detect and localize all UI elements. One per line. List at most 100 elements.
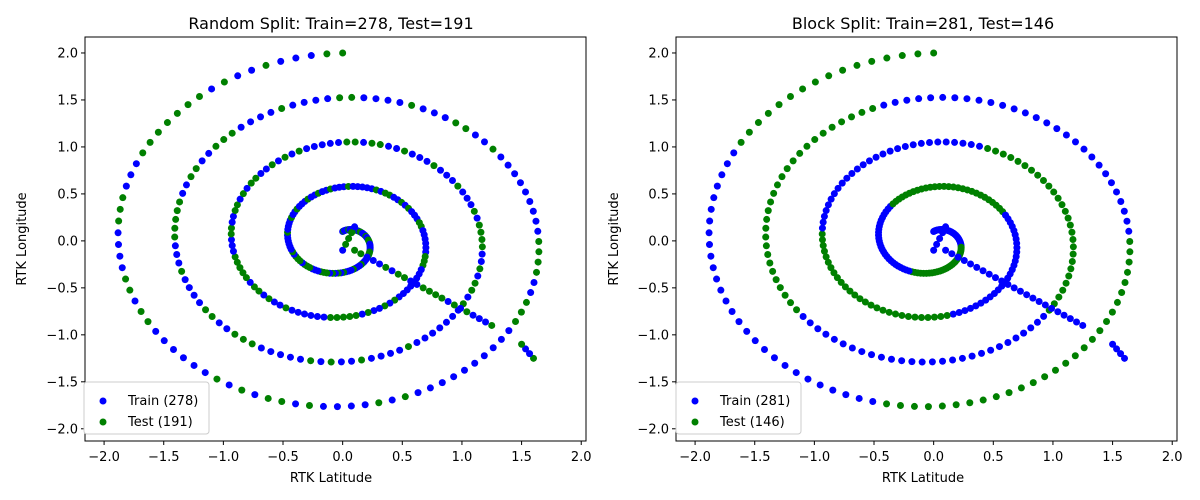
train-point xyxy=(467,201,475,209)
x-tick-label: −1.5 xyxy=(739,450,771,465)
test-point xyxy=(116,205,124,213)
y-tick-label: −0.5 xyxy=(46,281,78,296)
train-point xyxy=(444,298,452,306)
test-point xyxy=(462,125,470,133)
train-point xyxy=(1117,350,1125,358)
train-point xyxy=(116,252,124,260)
train-point xyxy=(735,318,743,326)
train-point xyxy=(530,278,538,286)
train-point xyxy=(114,229,122,237)
train-point xyxy=(888,355,895,363)
train-point xyxy=(1060,311,1068,319)
train-point xyxy=(710,194,718,202)
train-point xyxy=(351,223,359,231)
scatter-points xyxy=(114,49,543,411)
test-point xyxy=(754,119,762,127)
test-point xyxy=(867,301,875,309)
train-point xyxy=(317,358,325,366)
test-point xyxy=(762,224,770,232)
test-point xyxy=(345,235,353,243)
train-point xyxy=(818,224,826,232)
train-point xyxy=(933,240,941,248)
test-point xyxy=(339,313,347,321)
train-point xyxy=(443,171,451,179)
train-point xyxy=(185,284,193,292)
train-point xyxy=(880,101,888,109)
train-point xyxy=(901,142,909,150)
train-point xyxy=(122,182,130,190)
test-point xyxy=(1068,228,1076,236)
test-point xyxy=(853,61,861,69)
train-point xyxy=(879,150,887,158)
test-point xyxy=(381,302,389,310)
train-point xyxy=(267,348,275,356)
y-tick-label: −0.5 xyxy=(637,281,669,296)
test-point xyxy=(799,85,807,93)
train-point xyxy=(975,96,983,104)
train-point xyxy=(942,223,950,231)
train-point xyxy=(529,207,537,215)
train-point xyxy=(396,99,404,107)
test-point xyxy=(348,229,356,237)
test-point xyxy=(1118,289,1126,297)
test-point xyxy=(348,93,356,101)
legend-box xyxy=(675,381,802,435)
test-point xyxy=(775,101,783,109)
train-point xyxy=(324,95,332,103)
train-point xyxy=(869,398,877,406)
test-point xyxy=(342,240,350,248)
train-point xyxy=(505,327,513,335)
train-point xyxy=(292,400,300,408)
test-point xyxy=(1021,162,1029,170)
test-point xyxy=(885,308,893,316)
test-point xyxy=(803,142,811,150)
train-point xyxy=(949,356,957,364)
train-point xyxy=(1012,334,1020,342)
x-tick-label: 0.5 xyxy=(983,450,1004,465)
test-point xyxy=(811,78,819,86)
test-point xyxy=(841,283,849,291)
train-point xyxy=(717,286,725,294)
train-point xyxy=(915,95,923,103)
y-tick-label: 1.0 xyxy=(57,140,78,155)
test-point xyxy=(764,207,772,215)
train-point xyxy=(363,253,371,261)
plot-frame xyxy=(675,36,1178,442)
test-point xyxy=(252,174,260,182)
test-point xyxy=(351,138,359,146)
train-point xyxy=(951,138,959,146)
test-point xyxy=(343,138,351,146)
test-point xyxy=(930,313,938,321)
test-point xyxy=(262,61,270,69)
train-point xyxy=(968,352,976,360)
test-point xyxy=(475,221,483,229)
test-point xyxy=(824,258,832,266)
train-point xyxy=(300,98,308,106)
train-point xyxy=(318,141,326,149)
train-point xyxy=(948,250,956,258)
train-point xyxy=(855,394,863,402)
train-point xyxy=(838,179,846,187)
train-point xyxy=(958,354,966,362)
test-point xyxy=(1069,250,1077,258)
train-point xyxy=(335,139,343,147)
legend: Train (278) Test (191) xyxy=(83,381,210,435)
y-tick-label: 1.5 xyxy=(648,93,669,108)
test-point xyxy=(192,165,200,173)
test-point xyxy=(517,308,525,316)
train-point xyxy=(270,298,278,306)
test-point xyxy=(173,109,181,117)
test-point xyxy=(432,291,440,299)
train-point xyxy=(903,96,911,104)
y-axis-label: RTK Longitude xyxy=(607,192,622,285)
train-point xyxy=(1010,105,1018,113)
test-point xyxy=(305,402,313,410)
train-point xyxy=(223,325,231,333)
chart-title: Block Split: Train=281, Test=146 xyxy=(792,14,1054,33)
train-point xyxy=(978,349,986,357)
legend-marker-train xyxy=(99,397,107,405)
train-point xyxy=(369,257,377,265)
train-point xyxy=(477,257,485,265)
train-point xyxy=(303,145,311,153)
train-point xyxy=(985,270,993,278)
